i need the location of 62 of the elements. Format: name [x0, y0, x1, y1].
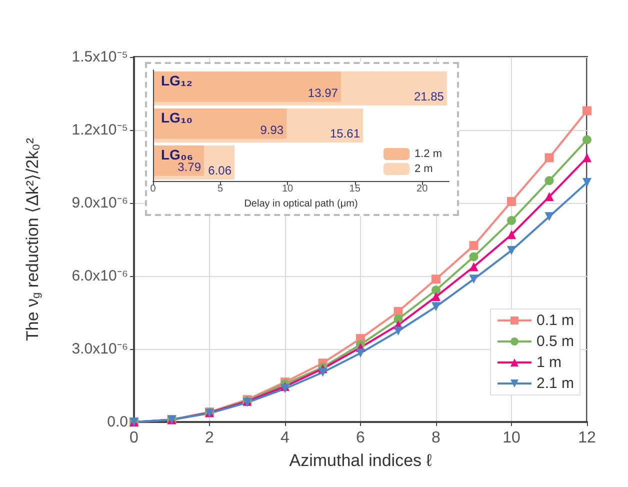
y-tick-label: 0.0 [107, 414, 128, 430]
x-tick-label: 10 [502, 430, 520, 446]
point [394, 314, 403, 324]
x-axis-title: Delay in optical path (μm) [244, 198, 358, 210]
x-tick-label: 20 [416, 184, 428, 195]
point [582, 178, 592, 188]
x-tick-label: 5 [217, 184, 224, 195]
point [582, 106, 592, 116]
x-tick-label: 4 [280, 430, 290, 446]
point [469, 274, 478, 284]
point [432, 292, 440, 302]
point [469, 262, 478, 272]
point [544, 176, 554, 186]
y-tick-label: 6.0x10⁻⁶ [72, 268, 128, 284]
point [469, 252, 478, 262]
point [544, 153, 554, 162]
point [432, 286, 440, 295]
x-tick-label: 8 [432, 430, 441, 446]
point [507, 197, 516, 206]
legend-label: 0.1 m [536, 312, 574, 329]
x-tick-label: 6 [356, 430, 366, 446]
x-axis-title: Azimuthal indices ℓ [289, 451, 432, 470]
point [507, 216, 516, 226]
point [582, 153, 592, 162]
data-label: 9.93 [260, 122, 284, 137]
data-label: 13.97 [308, 86, 338, 100]
legend-label: 2.1 m [536, 375, 574, 392]
bar [153, 108, 287, 139]
point [469, 241, 478, 250]
data-label: 6.06 [208, 164, 232, 178]
bar [153, 71, 341, 102]
x-tick-label: 2 [205, 430, 214, 446]
point [394, 326, 403, 336]
x-tick-label: 0 [130, 430, 139, 446]
y-axis-title: The νg reduction ⟨Δk²⟩/2k₀² [23, 138, 42, 341]
x-tick-label: 0 [150, 184, 156, 195]
point [394, 307, 403, 316]
data-label: 21.85 [414, 90, 444, 104]
point [356, 348, 365, 358]
legend-label: 1 m [536, 354, 562, 371]
point [507, 246, 516, 255]
legend-label: 2 m [414, 163, 433, 175]
data-label: 15.61 [330, 126, 360, 141]
point [507, 230, 516, 240]
point [544, 192, 554, 202]
point [280, 384, 290, 394]
x-tick-label: 12 [578, 430, 596, 446]
y-tick-label: LG₁₂ [161, 72, 192, 89]
point [432, 302, 440, 312]
y-tick-label: 9.0x10⁻⁶ [72, 194, 128, 212]
x-tick-label: 10 [282, 184, 294, 195]
point [544, 212, 554, 222]
y-tick-label: LG₁₀ [161, 110, 193, 126]
y-tick-label: 1.2x10⁻⁵ [72, 122, 128, 138]
legend-label: 1.2 m [414, 148, 442, 160]
y-tick-label: 1.5x10⁻⁵ [72, 48, 128, 66]
point [318, 368, 328, 377]
legend-label: 0.5 m [536, 333, 574, 350]
x-tick-label: 15 [349, 184, 361, 195]
point [582, 135, 592, 144]
point [432, 274, 440, 284]
y-tick-label: 3.0x10⁻⁶ [72, 340, 128, 358]
